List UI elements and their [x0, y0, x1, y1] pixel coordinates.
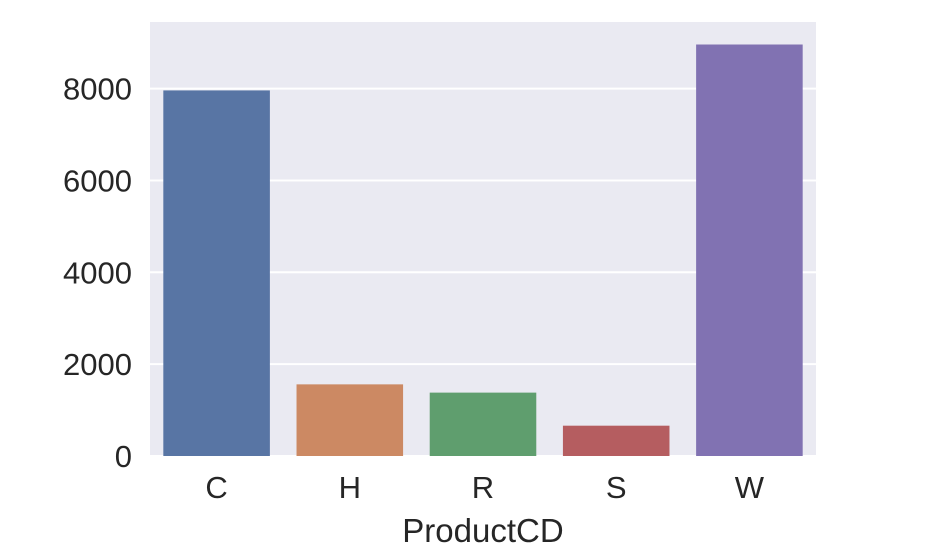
bar-R — [429, 392, 537, 456]
y-axis-tick-labels: 0 2000 4000 6000 8000 — [63, 72, 132, 474]
y-tick-label: 6000 — [63, 163, 132, 198]
x-tick-label: H — [339, 470, 361, 505]
bar-S — [562, 425, 670, 456]
x-axis-label: ProductCD — [402, 512, 563, 549]
bar-H — [296, 384, 404, 456]
x-tick-label: S — [606, 470, 627, 505]
bar-C — [163, 90, 270, 456]
y-tick-label: 2000 — [63, 347, 132, 382]
y-tick-label: 8000 — [63, 72, 132, 107]
y-tick-label: 0 — [115, 439, 132, 474]
bars — [163, 44, 803, 457]
y-tick-label: 4000 — [63, 255, 132, 290]
x-tick-label: R — [472, 470, 494, 505]
bar-W — [696, 44, 803, 457]
x-tick-label: W — [735, 470, 765, 505]
x-tick-label: C — [205, 470, 227, 505]
